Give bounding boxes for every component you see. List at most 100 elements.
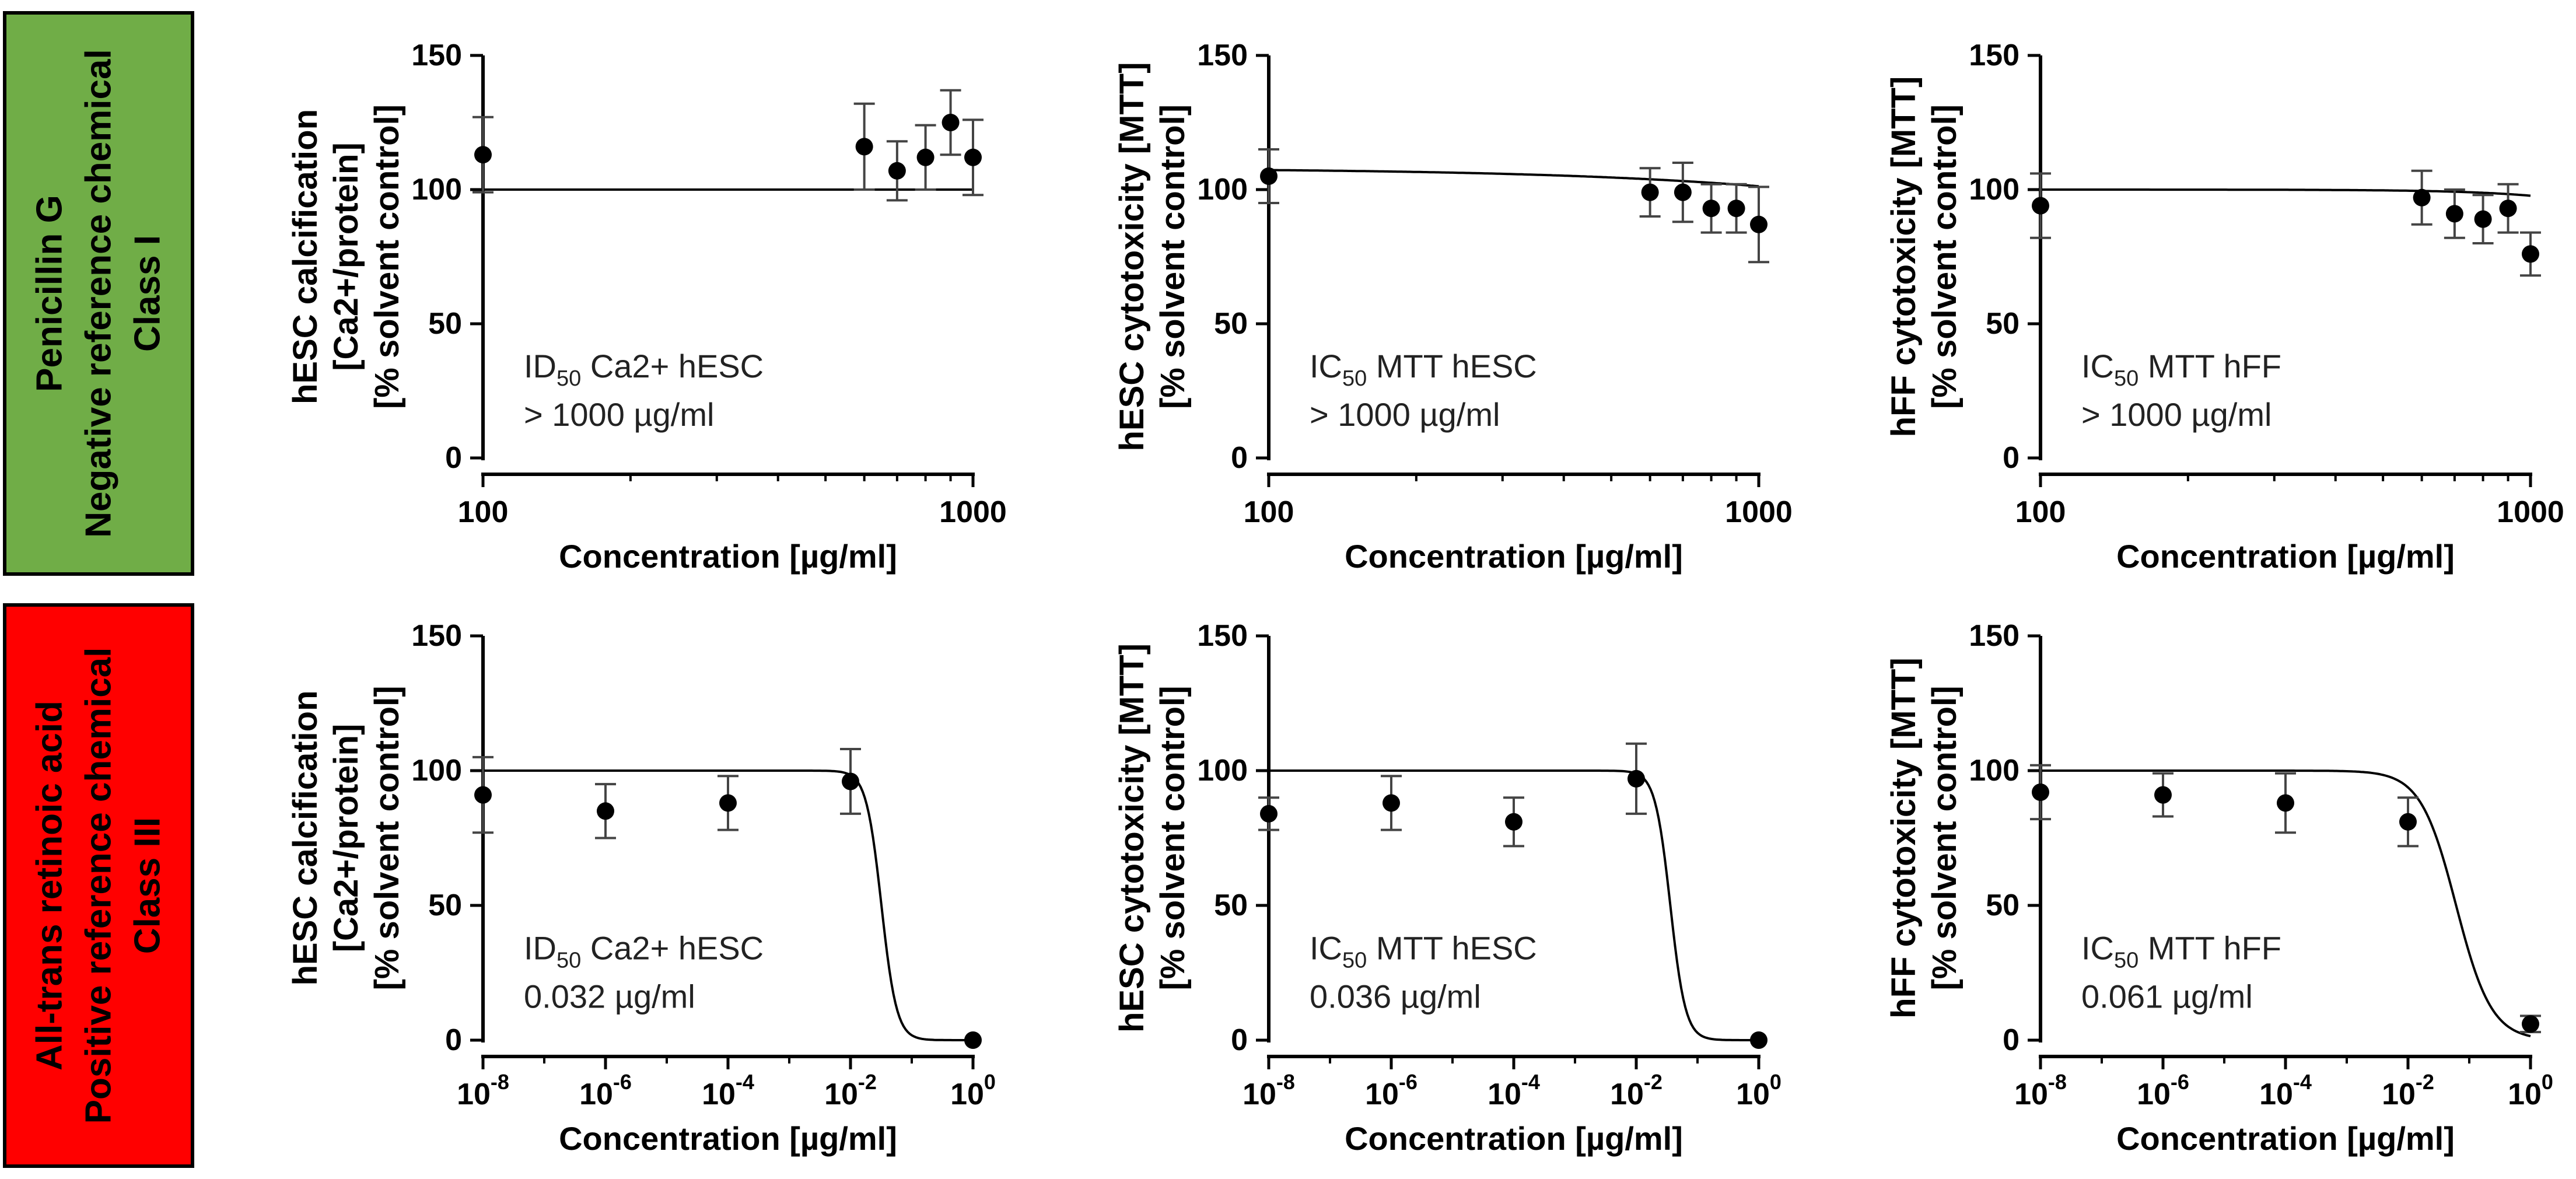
x-tick-label: 100 <box>1736 1070 1782 1111</box>
x-tick-base: 10 <box>1610 1077 1644 1111</box>
x-tick-exponent: -8 <box>2048 1070 2067 1094</box>
fit-curve <box>2041 188 2531 197</box>
x-tick-base: 10 <box>2259 1077 2293 1111</box>
y-tick-label: 100 <box>1969 754 2020 788</box>
y-tick-label: 150 <box>1197 39 1248 72</box>
y-tick-label: 0 <box>2003 441 2020 475</box>
x-tick-label: 10-6 <box>1365 1070 1418 1111</box>
x-tick-base: 10 <box>579 1077 613 1111</box>
x-tick-exponent: 0 <box>2542 1070 2553 1094</box>
data-point <box>2032 783 2049 801</box>
x-tick-label: 10-2 <box>2382 1070 2434 1111</box>
x-tick-exponent: -6 <box>2171 1070 2189 1094</box>
row-label-line: Class I <box>128 235 168 352</box>
y-tick-label: 50 <box>428 307 462 341</box>
y-axis-label: [% solvent control] <box>1926 104 1964 409</box>
y-tick-label: 0 <box>445 441 462 475</box>
x-axis-label: Concentration [µg/ml] <box>559 1120 897 1157</box>
y-tick-label: 50 <box>1214 307 1248 341</box>
y-tick-label: 100 <box>1197 754 1248 788</box>
x-tick-exponent: -8 <box>491 1070 509 1094</box>
data-point <box>1260 804 1278 823</box>
y-axis-label: [% solvent control] <box>1154 104 1192 409</box>
x-axis-label: Concentration [µg/ml] <box>2116 538 2455 575</box>
annotation-label: ID50 Ca2+ hESC <box>524 348 764 391</box>
x-tick-base: 10 <box>1488 1077 1521 1111</box>
data-point <box>597 802 614 820</box>
data-point <box>474 786 492 804</box>
y-axis-label: [Ca2+/protein] <box>327 142 365 371</box>
x-tick-base: 10 <box>824 1077 858 1111</box>
x-tick-exponent: -6 <box>613 1070 632 1094</box>
data-point <box>1750 215 1768 233</box>
panel-0-0: 0 50 100 150 100 1000 Concentration [µg/ml] hES… <box>286 39 1007 575</box>
data-point <box>855 138 873 156</box>
annotation-rest: MTT hESC <box>1367 348 1536 384</box>
annotation-value: 0.032 µg/ml <box>524 978 695 1015</box>
y-tick-label: 50 <box>1214 888 1248 922</box>
x-tick-label: 10-8 <box>457 1070 509 1111</box>
data-point <box>2032 197 2049 215</box>
x-tick-label: 10-4 <box>702 1070 754 1111</box>
data-point <box>2499 200 2517 218</box>
data-point <box>1382 794 1400 812</box>
annotation-rest: MTT hFF <box>2138 929 2281 966</box>
annotation-value: > 1000 µg/ml <box>524 396 714 433</box>
annotation-value: 0.061 µg/ml <box>2081 978 2253 1015</box>
x-tick-base: 10 <box>1242 1077 1276 1111</box>
x-tick-exponent: -4 <box>1521 1070 1540 1094</box>
row-label-1: All-trans retinoic acid Positive referenc… <box>3 603 194 1168</box>
x-tick-label: 100 <box>1244 495 1294 529</box>
x-tick-base: 10 <box>1736 1077 1770 1111</box>
y-tick-label: 100 <box>1197 173 1248 207</box>
x-tick-label: 100 <box>2015 495 2066 529</box>
annotation-rest: MTT hFF <box>2138 348 2281 384</box>
y-axis-label: hESC calcification <box>286 109 324 404</box>
annotation-value: > 1000 µg/ml <box>2081 396 2272 433</box>
row-label-line: All-trans retinoic acid <box>30 701 70 1070</box>
data-point <box>1702 200 1720 218</box>
x-tick-label: 100 <box>950 1070 996 1111</box>
y-axis-label: [Ca2+/protein] <box>327 724 365 953</box>
annotation-subscript: 50 <box>1342 948 1367 972</box>
x-tick-exponent: -4 <box>2293 1070 2312 1094</box>
y-tick-label: 100 <box>1969 173 2020 207</box>
row-label-line: Class III <box>128 817 168 954</box>
panel-0-2: 0 50 100 150 100 1000 Concentration [µg/ml] hFF… <box>1885 39 2564 575</box>
annotation-label: IC50 MTT hFF <box>2081 929 2281 972</box>
panel-0-1: 0 50 100 150 100 1000 Concentration [µg/ml] hES… <box>1113 39 1793 575</box>
annotation-symbol: IC <box>2081 348 2114 384</box>
y-tick-label: 150 <box>1969 619 2020 653</box>
y-axis-label: hESC calcification <box>286 690 324 985</box>
data-point <box>1505 813 1522 831</box>
x-tick-exponent: -2 <box>2416 1070 2434 1094</box>
y-tick-label: 150 <box>1197 619 1248 653</box>
y-tick-label: 0 <box>445 1023 462 1057</box>
x-tick-label: 1000 <box>939 495 1007 529</box>
annotation-rest: Ca2+ hESC <box>581 348 764 384</box>
fit-curve <box>2041 769 2531 1038</box>
x-tick-base: 10 <box>2382 1077 2416 1111</box>
x-tick-label: 100 <box>2508 1070 2553 1111</box>
data-point <box>2445 205 2463 223</box>
annotation-symbol: IC <box>1310 929 1342 966</box>
y-tick-label: 150 <box>411 619 462 653</box>
row-label-box <box>3 603 194 1168</box>
y-axis-label: hFF cytotoxicity [MTT] <box>1885 76 1923 438</box>
x-tick-label: 10-2 <box>1610 1070 1662 1111</box>
y-tick-label: 100 <box>411 173 462 207</box>
y-tick-label: 50 <box>1986 888 2020 922</box>
data-point <box>2522 245 2539 263</box>
y-axis-label: [% solvent control] <box>368 685 406 990</box>
annotation-label: ID50 Ca2+ hESC <box>524 929 764 972</box>
data-point <box>1260 167 1278 185</box>
y-tick-label: 0 <box>2003 1023 2020 1057</box>
x-tick-base: 10 <box>2508 1077 2542 1111</box>
x-tick-label: 10-6 <box>579 1070 632 1111</box>
data-point <box>1628 769 1645 788</box>
annotation-label: IC50 MTT hESC <box>1310 348 1537 391</box>
x-tick-base: 10 <box>2014 1077 2048 1111</box>
data-point <box>1727 200 1745 218</box>
fit-curve <box>483 769 973 1041</box>
